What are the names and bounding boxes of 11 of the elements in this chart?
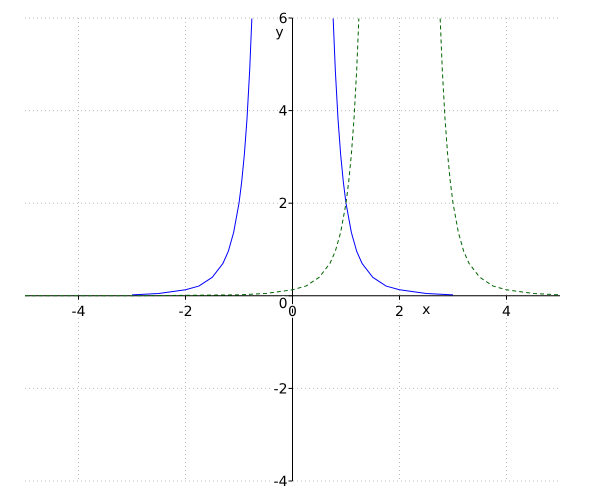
y-tick-label: -2	[274, 381, 288, 398]
y-axis-title: y	[275, 24, 284, 41]
x-tick-label: -4	[72, 304, 86, 320]
x-axis-title: x	[422, 302, 430, 318]
y-tick-label: 4	[278, 104, 288, 120]
x-tick-label: -2	[178, 304, 192, 320]
x-tick-label: 2	[395, 304, 404, 320]
y-tick-label: 6	[278, 11, 288, 27]
y-tick-label: -4	[274, 474, 288, 490]
y-tick-label: 2	[278, 196, 288, 212]
x-tick-label: 4	[502, 304, 512, 320]
